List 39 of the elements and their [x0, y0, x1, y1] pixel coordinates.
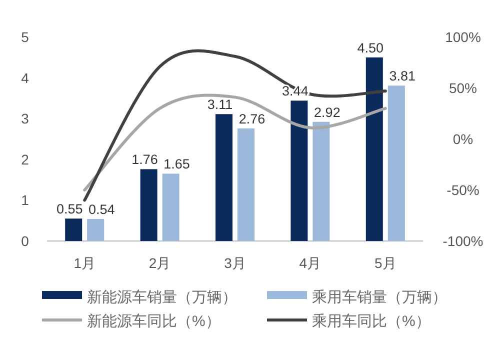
bar [388, 86, 405, 241]
bar [290, 100, 308, 241]
y2-tick-label: 50% [448, 80, 478, 96]
legend-label: 新能源车销量（万辆） [87, 289, 237, 306]
legend-label: 新能源车同比（%） [87, 313, 220, 330]
y2-tick-label: 0% [452, 131, 474, 147]
y-tick-label: 5 [21, 29, 30, 45]
legend-label: 乘用车同比（%） [312, 313, 430, 330]
x-tick-label: 4月 [299, 255, 322, 271]
bar [238, 128, 254, 241]
y-tick-label: 4 [21, 70, 30, 86]
x-tick-label: 5月 [374, 255, 396, 271]
x-tick-label: 2月 [148, 255, 171, 271]
y-tick-label: 0 [21, 233, 30, 249]
y-tick-label: 2 [21, 151, 30, 168]
data-label: 2.76 [238, 111, 266, 126]
data-label: 1.65 [164, 156, 190, 172]
y2-tick-label: -100% [442, 233, 484, 249]
bar [140, 169, 158, 241]
bar [312, 122, 330, 241]
bar [366, 57, 383, 241]
data-label: 3.11 [207, 97, 233, 112]
y-tick-label: 3 [21, 110, 30, 127]
y2-tick-label: -50% [446, 182, 480, 198]
data-label: 1.76 [132, 152, 158, 168]
bar [87, 218, 104, 241]
x-tick-label: 3月 [224, 255, 246, 271]
y2-tick-label: 100% [445, 29, 481, 45]
data-label: 0.54 [88, 202, 116, 217]
x-tick-label: 1月 [74, 255, 96, 271]
data-label: 3.81 [389, 68, 416, 84]
data-label: 4.50 [357, 40, 384, 56]
y-tick-label: 1 [21, 192, 30, 208]
legend-label: 乘用车销量（万辆） [312, 289, 447, 306]
bar [216, 114, 232, 241]
bar [65, 218, 82, 241]
data-label: 2.92 [314, 104, 340, 120]
data-label: 0.55 [56, 202, 83, 217]
bar [162, 174, 180, 241]
